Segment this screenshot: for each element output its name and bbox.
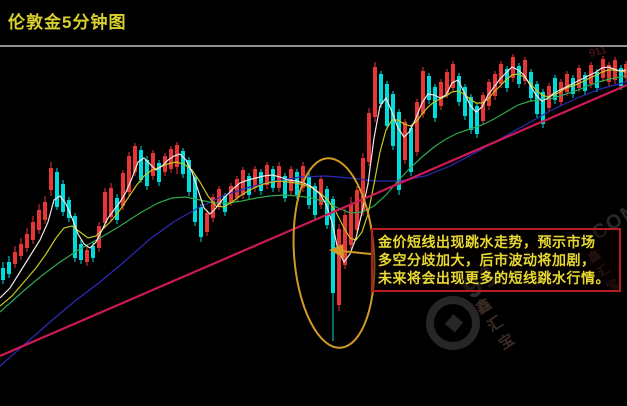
- candle-body-down: [475, 106, 479, 134]
- candle-body-up: [25, 234, 29, 248]
- ma-line-blue-long: [0, 81, 627, 367]
- candle-body-down: [553, 78, 557, 100]
- candle-body-up: [367, 113, 371, 162]
- highlight-ellipse: [292, 157, 376, 349]
- candle-body-up: [175, 145, 179, 167]
- candle-body-down: [457, 76, 461, 102]
- candle-body-down: [79, 244, 83, 260]
- candle-body-up: [523, 60, 527, 81]
- candle-body-up: [229, 186, 233, 202]
- annotation-box: 金价短线出现跳水走势，预示市场 多空分歧加大，后市波动将加剧， 未来将会出现更多…: [371, 228, 621, 292]
- candle-body-down: [223, 196, 227, 212]
- candle-body-up: [565, 74, 569, 92]
- candle-body-up: [211, 197, 215, 218]
- trend-line: [0, 83, 627, 358]
- candle-body-down: [67, 200, 71, 218]
- candle-body-down: [535, 84, 539, 114]
- candle-body-down: [595, 72, 599, 88]
- candle-body-down: [313, 186, 317, 215]
- candle-body-down: [181, 151, 185, 174]
- candle-body-up: [439, 82, 443, 106]
- candle-body-up: [319, 179, 323, 205]
- candle-body-up: [133, 146, 137, 172]
- candle-body-up: [451, 64, 455, 88]
- candle-body-up: [151, 153, 155, 176]
- candle-body-up: [13, 252, 17, 264]
- candle-body-down: [1, 268, 5, 280]
- title-separator: [0, 45, 627, 47]
- candle-body-up: [421, 71, 425, 114]
- candle-body-up: [577, 68, 581, 88]
- candle-body-down: [283, 176, 287, 198]
- candle-body-down: [7, 262, 11, 274]
- candle-body-up: [343, 215, 347, 265]
- annotation-line: 金价短线出现跳水走势，预示市场: [378, 234, 596, 250]
- candle-body-down: [469, 97, 473, 130]
- candle-body-up: [481, 95, 485, 121]
- candle-body-down: [199, 207, 203, 237]
- candle-body-up: [445, 72, 449, 94]
- candle-body-up: [49, 168, 53, 190]
- candle-body-up: [43, 202, 47, 220]
- page-title: 伦敦金5分钟图: [8, 13, 127, 32]
- candle-body-up: [19, 244, 23, 256]
- candle-body-down: [409, 128, 413, 172]
- candle-body-down: [427, 76, 431, 100]
- annotation-arrow-shaft: [340, 250, 372, 255]
- ma-line-yellow-mid: [0, 69, 627, 307]
- candle-body-up: [601, 59, 605, 78]
- candle-body-up: [205, 213, 209, 232]
- candle-body-down: [247, 176, 251, 195]
- candle-body-up: [337, 229, 341, 305]
- candle-body-down: [463, 87, 467, 116]
- candle-body-down: [187, 160, 191, 192]
- candle-body-up: [415, 102, 419, 152]
- annotation-line: 未来将会出现更多的短线跳水行情。: [378, 270, 610, 286]
- ma-line-white-fast: [0, 66, 627, 299]
- candle-body-down: [115, 198, 119, 220]
- candle-body-down: [307, 176, 311, 205]
- candle-body-down: [331, 199, 335, 293]
- candle-body-up: [607, 65, 611, 82]
- candle-body-up: [265, 165, 269, 185]
- candle-body-up: [349, 204, 353, 245]
- candle-body-down: [91, 246, 95, 258]
- candle-body-down: [271, 169, 275, 188]
- candle-body-down: [259, 172, 263, 191]
- candle-body-down: [379, 74, 383, 104]
- candle-body-up: [121, 173, 125, 206]
- candle-body-down: [55, 172, 59, 207]
- candle-body-up: [361, 158, 365, 211]
- watermark-coin-icon: [426, 296, 480, 350]
- candle-body-up: [85, 250, 89, 262]
- candle-body-up: [127, 156, 131, 192]
- candle-body-up: [169, 149, 173, 169]
- candle-body-up: [109, 188, 113, 217]
- candle-body-down: [139, 150, 143, 180]
- candle-body-up: [373, 67, 377, 117]
- candle-body-down: [385, 84, 389, 126]
- candle-body-down: [73, 216, 77, 258]
- candle-body-down: [157, 163, 161, 182]
- candle-body-down: [61, 184, 65, 212]
- candle-body-up: [37, 210, 41, 230]
- candle-body-down: [397, 112, 401, 190]
- candle-body-up: [103, 192, 107, 223]
- candle-body-up: [31, 222, 35, 240]
- annotation-arrow-head-icon: [329, 244, 344, 258]
- candle-body-up: [499, 64, 503, 84]
- candle-body-up: [355, 190, 359, 230]
- annotation-line: 多空分歧加大，后市波动将加剧，: [378, 252, 596, 268]
- candle-body-up: [235, 179, 239, 198]
- candle-body-down: [583, 75, 587, 91]
- candle-body-down: [541, 92, 545, 124]
- ma-line-green-slow: [0, 75, 627, 313]
- candle-body-up: [624, 64, 627, 78]
- candle-body-down: [433, 87, 437, 118]
- candle-body-up: [403, 122, 407, 160]
- candle-body-up: [163, 156, 167, 172]
